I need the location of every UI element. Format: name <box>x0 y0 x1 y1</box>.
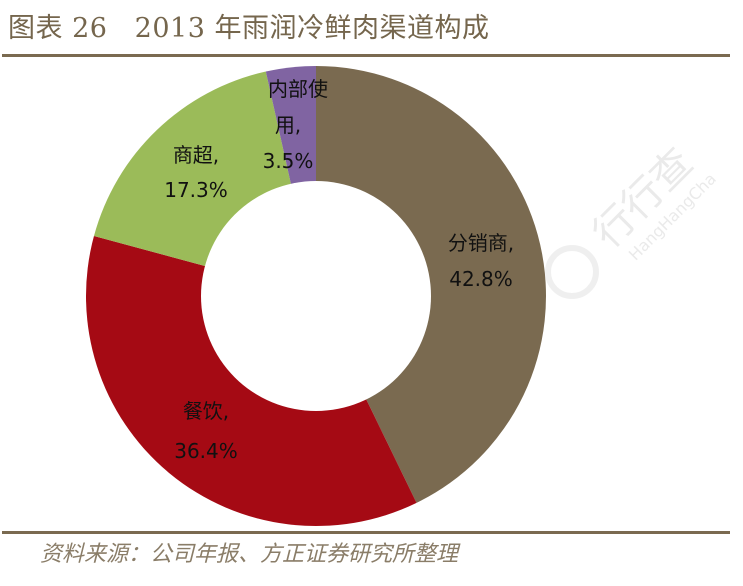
watermark-logo-icon <box>545 245 599 299</box>
svg-text:分销商,: 分销商, <box>448 231 514 255</box>
label-catering: 餐饮, 36.4% <box>174 399 238 463</box>
svg-text:42.8%: 42.8% <box>449 267 513 291</box>
svg-text:内部使: 内部使 <box>268 77 328 101</box>
svg-text:用,: 用, <box>275 113 301 137</box>
source-note: 资料来源：公司年报、方正证券研究所整理 <box>40 542 459 567</box>
label-supermarket: 商超, 17.3% <box>164 143 228 202</box>
svg-text:商超,: 商超, <box>173 143 219 167</box>
top-divider <box>2 54 730 57</box>
label-distributor: 分销商, 42.8% <box>448 231 514 291</box>
svg-text:餐饮,: 餐饮, <box>183 399 229 423</box>
bottom-divider <box>2 531 730 534</box>
svg-text:3.5%: 3.5% <box>263 149 314 173</box>
svg-text:36.4%: 36.4% <box>174 439 238 463</box>
svg-text:17.3%: 17.3% <box>164 178 228 202</box>
donut-hole <box>201 181 431 411</box>
figure-title: 图表 26 2013 年雨润冷鲜肉渠道构成 <box>8 13 490 44</box>
label-internal: 内部使 用, 3.5% <box>263 77 328 173</box>
